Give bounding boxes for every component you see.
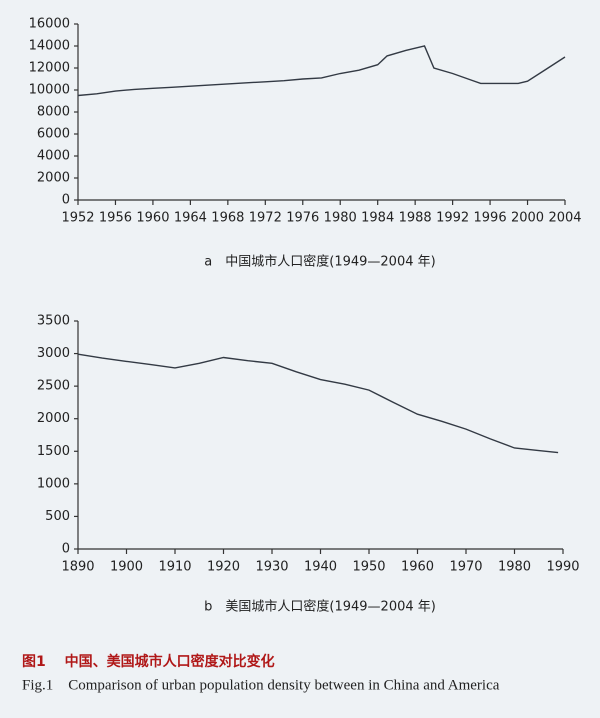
y-tick-label: 10000 xyxy=(29,83,70,98)
x-tick-label: 1940 xyxy=(304,560,337,575)
x-tick-label: 1900 xyxy=(110,560,143,575)
y-tick-label: 16000 xyxy=(29,17,70,32)
y-tick-label: 3500 xyxy=(37,314,70,329)
y-tick-label: 2000 xyxy=(37,171,70,186)
y-tick-label: 1000 xyxy=(37,476,70,491)
y-tick-label: 1500 xyxy=(37,444,70,459)
x-tick-label: 1910 xyxy=(158,560,191,575)
y-tick-label: 3000 xyxy=(37,346,70,361)
data-line xyxy=(77,45,566,97)
x-tick-label: 1980 xyxy=(498,560,531,575)
y-tick-label: 12000 xyxy=(29,61,70,76)
y-tick-label: 4000 xyxy=(37,149,70,164)
x-tick-label: 1960 xyxy=(401,560,434,575)
x-tick-label: 1970 xyxy=(449,560,482,575)
chart-caption: a 中国城市人口密度(1949—2004 年) xyxy=(204,254,435,270)
x-tick-label: 2004 xyxy=(548,211,581,226)
x-tick-label: 1890 xyxy=(61,560,94,575)
x-tick-label: 1984 xyxy=(361,211,394,226)
y-tick-label: 6000 xyxy=(37,127,70,142)
y-tick-label: 14000 xyxy=(29,39,70,54)
x-tick-label: 1956 xyxy=(99,211,132,226)
x-tick-label: 1920 xyxy=(207,560,240,575)
y-tick-label: 2000 xyxy=(37,411,70,426)
x-tick-label: 1990 xyxy=(546,560,579,575)
x-tick-label: 1930 xyxy=(255,560,288,575)
x-tick-label: 1988 xyxy=(399,211,432,226)
x-tick-label: 1952 xyxy=(61,211,94,226)
figure-label-en: Fig.1 Comparison of urban population den… xyxy=(22,677,500,693)
y-tick-label: 0 xyxy=(62,542,70,557)
y-tick-label: 8000 xyxy=(37,105,70,120)
x-tick-label: 1992 xyxy=(436,211,469,226)
y-tick-label: 0 xyxy=(62,193,70,208)
data-line xyxy=(77,353,559,454)
x-tick-label: 1976 xyxy=(286,211,319,226)
x-tick-label: 1964 xyxy=(174,211,207,226)
x-tick-label: 1980 xyxy=(324,211,357,226)
x-tick-label: 1972 xyxy=(249,211,282,226)
x-tick-label: 1960 xyxy=(136,211,169,226)
y-tick-label: 2500 xyxy=(37,379,70,394)
x-tick-label: 2000 xyxy=(511,211,544,226)
x-tick-label: 1996 xyxy=(474,211,507,226)
x-tick-label: 1950 xyxy=(352,560,385,575)
x-tick-label: 1968 xyxy=(211,211,244,226)
figure-label-cn: 图1 中国、美国城市人口密度对比变化 xyxy=(22,653,275,670)
y-tick-label: 500 xyxy=(45,509,70,524)
chart-caption: b 美国城市人口密度(1949—2004 年) xyxy=(204,599,436,615)
